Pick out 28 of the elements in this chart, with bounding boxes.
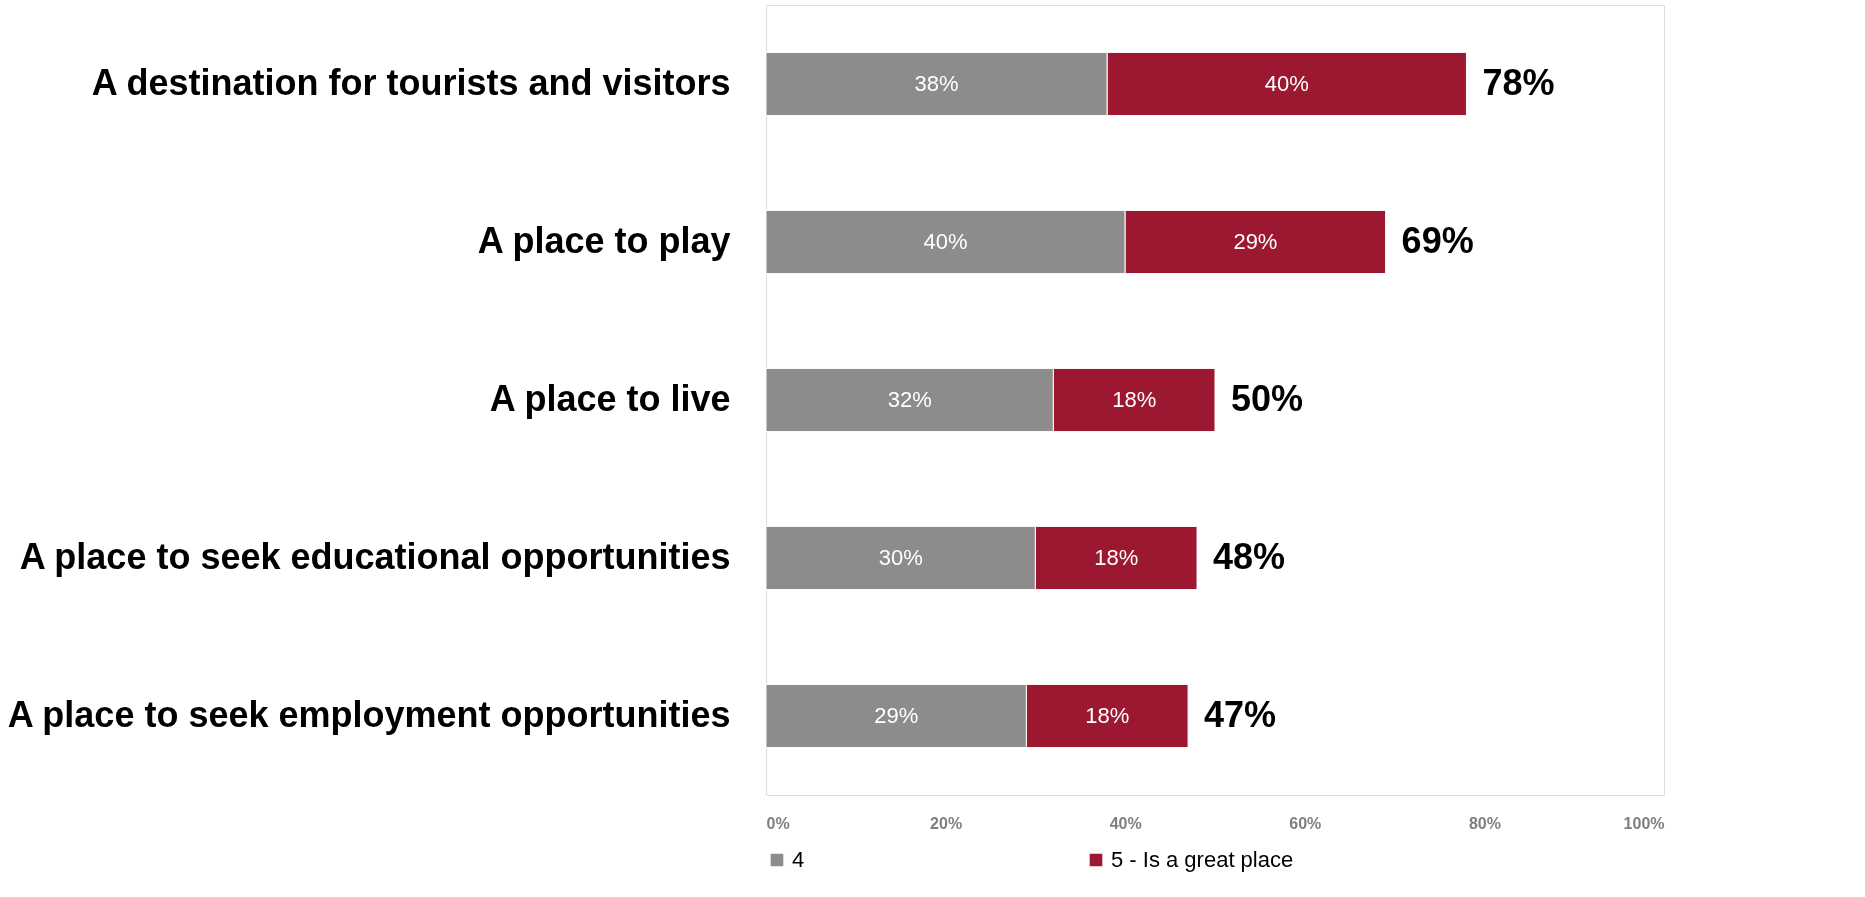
legend-label: 4 — [792, 847, 805, 872]
total-label: 47% — [1204, 694, 1277, 735]
data-label: 29% — [1233, 229, 1278, 254]
x-tick-label: 40% — [1109, 814, 1142, 832]
total-label: 50% — [1231, 378, 1304, 419]
data-label: 29% — [874, 703, 919, 728]
y-tick-label: A place to live — [489, 378, 731, 419]
total-label: 78% — [1482, 62, 1555, 103]
legend-label: 5 - Is a great place — [1111, 847, 1294, 872]
x-tick-label: 80% — [1468, 814, 1501, 832]
y-tick-label: A destination for tourists and visitors — [91, 62, 731, 103]
data-label: 40% — [923, 229, 968, 254]
data-label: 18% — [1112, 387, 1157, 412]
x-tick-label: 100% — [1623, 814, 1665, 832]
data-label: 38% — [914, 71, 959, 96]
x-tick-label: 0% — [766, 814, 790, 832]
total-label: 69% — [1401, 220, 1474, 261]
data-label: 18% — [1085, 703, 1130, 728]
total-label: 48% — [1213, 536, 1286, 577]
data-label: 40% — [1264, 71, 1309, 96]
x-tick-label: 20% — [930, 814, 963, 832]
data-label: 18% — [1094, 545, 1139, 570]
data-label: 30% — [878, 545, 923, 570]
data-label: 32% — [887, 387, 932, 412]
y-tick-label: A place to seek educational opportunities — [19, 536, 731, 577]
x-tick-label: 60% — [1289, 814, 1322, 832]
y-tick-label: A place to play — [477, 220, 731, 261]
y-tick-label: A place to seek employment opportunities — [7, 694, 731, 735]
